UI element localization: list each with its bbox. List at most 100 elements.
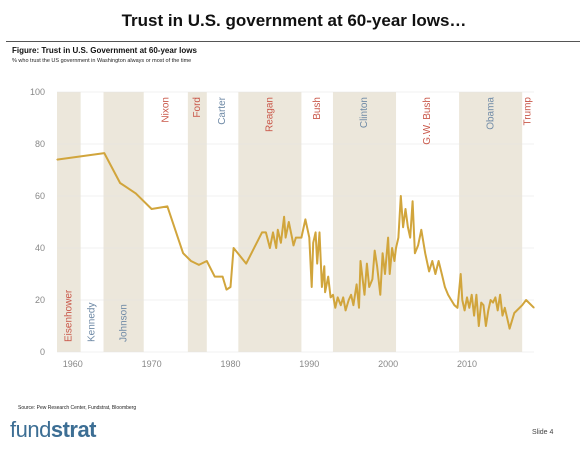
trust-data-point (329, 296, 332, 298)
trust-data-point (348, 299, 350, 301)
trust-data-point (277, 229, 279, 231)
trust-data-point (382, 252, 384, 254)
trust-data-point (471, 294, 473, 296)
trust-data-point (501, 315, 504, 317)
presidency-label-carter: Carter (217, 96, 228, 124)
x-tick-label: 1980 (220, 359, 240, 369)
trust-data-point (466, 296, 468, 298)
trust-data-point (358, 307, 360, 309)
trust-data-point (395, 247, 397, 249)
y-tick-label: 60 (35, 191, 45, 201)
trust-data-point (424, 252, 426, 254)
trust-data-point (402, 226, 404, 228)
trust-data-point (327, 276, 329, 278)
trust-data-point (379, 294, 381, 296)
trust-data-point (504, 307, 506, 309)
trust-data-point (482, 304, 485, 306)
trust-data-point (497, 309, 499, 311)
trust-data-point (233, 247, 235, 249)
presidency-label-clinton: Clinton (359, 97, 370, 128)
trust-data-point (311, 286, 313, 288)
trust-data-point (492, 302, 494, 304)
trust-data-point (280, 242, 282, 244)
trust-chart: 0 20 40 60 80 100 1960 1970 1980 1990 2000 2010 Eise… (12, 75, 572, 395)
x-tick-label: 2010 (457, 359, 477, 369)
trust-data-point (485, 325, 487, 327)
trust-data-point (321, 286, 323, 288)
trust-data-point (323, 265, 325, 267)
trust-data-point (376, 265, 378, 267)
trust-data-point (434, 273, 437, 275)
trust-data-point (490, 299, 492, 301)
fundstrat-logo: fundstrat (10, 417, 97, 443)
trust-data-point (119, 182, 121, 184)
trust-data-point (428, 270, 430, 272)
trust-data-point (450, 299, 452, 301)
trust-data-point (275, 247, 277, 249)
trust-data-point (407, 226, 409, 228)
x-tick-label: 2000 (378, 359, 398, 369)
trust-data-point (269, 247, 271, 249)
trust-data-point (300, 237, 303, 239)
x-tick-label: 1960 (63, 359, 83, 369)
trust-data-point (221, 276, 224, 278)
trust-data-point (368, 286, 370, 288)
trust-data-point (441, 273, 443, 275)
trust-data-point (337, 296, 339, 298)
logo-bold: strat (50, 417, 97, 442)
logo-light: fund (10, 417, 51, 442)
trust-data-point (316, 263, 318, 265)
trust-data-point (513, 312, 515, 314)
presidency-label-nixon: Nixon (160, 97, 171, 123)
trust-data-point (332, 294, 334, 296)
presidency-label-obama: Obama (485, 97, 496, 130)
trust-data-point (473, 315, 475, 317)
trust-data-point (374, 250, 376, 252)
trust-data-point (352, 304, 355, 306)
trust-data-point (389, 273, 391, 275)
trust-data-point (291, 237, 293, 239)
trust-data-point (225, 289, 228, 291)
trust-data-point (444, 286, 446, 288)
trust-data-point (420, 229, 422, 231)
trust-data-point (283, 216, 285, 218)
trust-data-point (342, 296, 344, 298)
trust-data-point (508, 328, 511, 330)
trust-data-point (487, 309, 489, 311)
y-tick-label: 100 (30, 87, 45, 97)
presidency-label-bush: Bush (312, 97, 323, 120)
trust-data-point (456, 307, 459, 309)
trust-data-point (356, 283, 358, 285)
figure-subtitle: % who trust the US government in Washing… (12, 58, 192, 64)
trust-data-point (414, 252, 416, 254)
trust-data-point (292, 244, 295, 246)
y-tick-label: 80 (35, 139, 45, 149)
trust-data-point (417, 244, 419, 246)
trust-data-point (387, 237, 389, 239)
presidency-band-ford (187, 92, 207, 352)
y-tick-label: 40 (35, 243, 45, 253)
trust-data-point (411, 200, 414, 202)
trust-data-point (214, 276, 216, 278)
trust-data-point (400, 195, 402, 197)
trust-data-point (135, 192, 137, 194)
presidency-band-reagan (238, 92, 302, 352)
trust-data-point (245, 263, 247, 265)
trust-data-point (506, 317, 508, 319)
trust-data-point (480, 302, 482, 304)
x-tick-label: 1970 (142, 359, 162, 369)
trust-data-point (478, 325, 480, 327)
trust-data-point (404, 208, 407, 210)
x-tick-label: 1990 (299, 359, 319, 369)
trust-data-point (190, 260, 192, 262)
trust-data-point (371, 278, 373, 280)
trust-data-point (350, 294, 352, 296)
trust-data-point (318, 231, 321, 233)
trust-data-point (295, 237, 297, 239)
trust-data-point (304, 218, 306, 220)
y-tick-label: 20 (35, 295, 45, 305)
trust-data-point (461, 299, 463, 301)
trust-data-point (344, 309, 347, 311)
presidency-band-clinton (332, 92, 397, 352)
trust-data-point (166, 205, 168, 207)
